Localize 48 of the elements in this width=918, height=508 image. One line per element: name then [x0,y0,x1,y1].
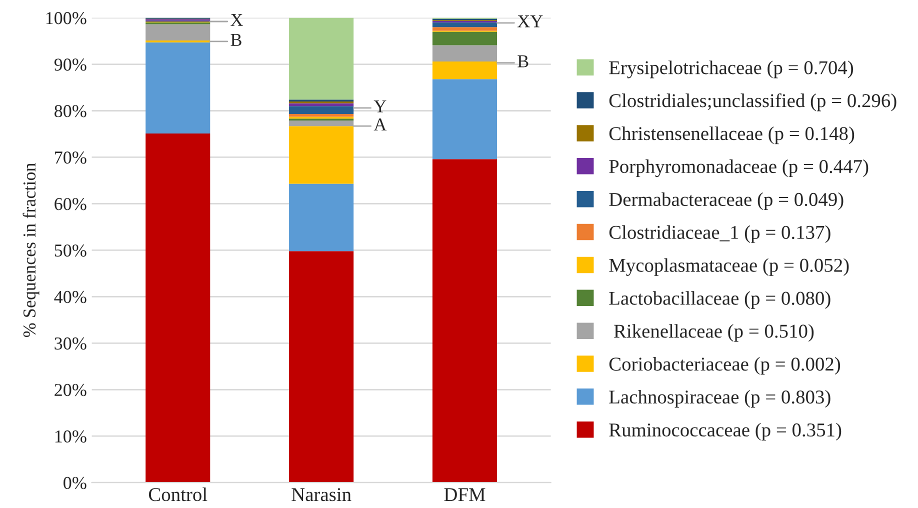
annotation: Y [374,100,386,112]
bar [146,134,210,483]
annotation: X [230,14,243,26]
bar [289,184,354,252]
bar [289,114,354,117]
bar [432,79,498,160]
legend-label: Porphyromonadaceae (p = 0.447) [609,159,868,178]
legend-label: Lachnospiraceae (p = 0.803) [609,390,830,408]
bar [432,22,498,28]
y-tick-label: 20% [54,384,86,396]
y-tick-label: 60% [54,198,86,210]
bar [289,126,354,184]
y-tick-label: 80% [54,105,86,118]
y-tick-label: 70% [55,151,86,164]
legend-label: Coriobacteriaceae (p = 0.002) [609,357,840,375]
legend-label: Mycoplasmataceae (p = 0.052) [609,258,849,276]
bar [432,61,498,80]
bar [289,106,354,114]
bar [289,18,354,100]
x-tick-label: Control [148,487,208,502]
legend-label: Clostridiaceae_1 (p = 0.137) [609,225,830,243]
legend-label: Dermabacteraceae (p = 0.049) [609,192,844,210]
legend-label: Lactobacillaceae (p = 0.080) [609,291,830,309]
x-tick-label: Narasin [292,488,352,502]
legend-label: Ruminococcaceae (p = 0.351) [609,422,842,440]
legend-label: Christensenellaceae (p = 0.148) [609,126,854,144]
y-tick-label: 100% [46,12,86,24]
bar [432,32,498,46]
annotation: XY [517,15,543,28]
x-tick-label: DFM [444,488,486,501]
bar [146,42,210,134]
annotation: B [230,34,242,46]
y-tick-label: 90% [54,58,86,71]
y-tick-label: 40% [54,290,86,304]
bar [432,159,498,483]
annotation: B [518,55,528,68]
bar [289,103,354,106]
annotation: A [374,118,387,130]
y-tick-label: 50% [54,244,86,257]
bar [432,27,498,31]
y-axis-title: % Sequences in fraction [22,162,40,338]
y-tick-label: 0% [64,476,86,490]
legend-label: Clostridiales;unclassified (p = 0.296) [609,93,896,112]
y-tick-label: 30% [54,337,86,350]
legend-label: Rikenellaceae (p = 0.510) [614,324,814,342]
legend-label: Erysipelotrichaceae (p = 0.704) [609,60,854,78]
bar [289,251,354,483]
y-tick-label: 10% [55,430,86,443]
